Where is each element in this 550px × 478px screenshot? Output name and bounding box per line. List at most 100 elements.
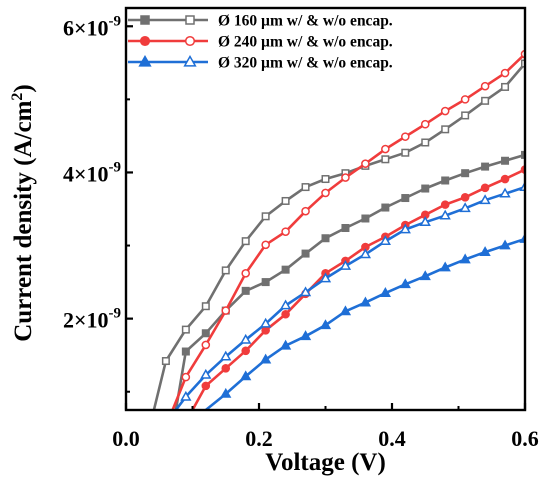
data-point: [500, 174, 510, 184]
data-point: [181, 347, 190, 356]
data-point: [301, 206, 310, 216]
series-3: [171, 49, 525, 410]
data-point: [261, 278, 270, 287]
data-point: [200, 368, 212, 379]
legend-item: Ø 240 µm w/ & w/o encap.: [128, 34, 393, 51]
data-point: [479, 194, 491, 205]
data-point: [440, 200, 450, 209]
data-point: [241, 286, 250, 295]
data-point: [240, 370, 252, 381]
data-point: [261, 240, 270, 250]
data-point: [221, 266, 230, 275]
x-tick-label: 0.6: [511, 426, 539, 451]
data-point: [279, 339, 292, 350]
data-point: [399, 223, 411, 234]
legend-marker-filled: [140, 15, 150, 25]
data-point: [321, 175, 330, 184]
data-point: [480, 183, 490, 193]
data-point: [359, 296, 372, 307]
data-point: [481, 162, 490, 171]
data-point: [459, 253, 471, 264]
data-point: [441, 125, 450, 134]
data-point: [499, 239, 511, 250]
data-point: [321, 188, 330, 198]
data-point: [341, 173, 350, 182]
data-point: [419, 216, 431, 227]
data-point: [460, 95, 470, 104]
data-point: [221, 364, 231, 373]
x-tick-label: 0.0: [112, 426, 140, 451]
legend-marker-filled: [138, 54, 152, 67]
data-point: [279, 299, 292, 310]
data-point: [401, 132, 410, 141]
data-point: [261, 212, 270, 221]
y-tick-label: 6×10-9: [63, 13, 121, 40]
data-point: [401, 148, 410, 157]
data-point: [361, 159, 370, 168]
data-point: [339, 260, 352, 270]
series-line: [204, 237, 525, 410]
legend-marker-filled: [139, 35, 151, 47]
data-point: [301, 183, 310, 192]
data-point: [419, 270, 431, 281]
data-point: [281, 309, 290, 319]
data-point: [421, 184, 430, 193]
data-point: [181, 325, 190, 334]
data-point: [261, 326, 270, 335]
data-point: [481, 96, 490, 105]
legend-item: Ø 160 µm w/ & w/o encap.: [128, 13, 393, 30]
data-point: [301, 249, 310, 258]
y-tick-label: 2×10-9: [63, 306, 121, 333]
data-point: [241, 237, 250, 246]
data-point: [319, 319, 332, 330]
series-line: [152, 62, 525, 410]
y-tick-label: 4×10-9: [63, 159, 121, 186]
data-point: [460, 193, 470, 202]
data-point: [281, 265, 290, 274]
x-axis-title: Voltage (V): [265, 449, 386, 476]
data-point: [521, 59, 525, 68]
data-point: [299, 286, 312, 297]
x-tick-label: 0.2: [245, 426, 273, 451]
data-point: [459, 202, 471, 213]
data-point: [361, 214, 370, 223]
data-point: [500, 68, 510, 78]
x-tick-label: 0.4: [378, 426, 406, 451]
data-point: [379, 287, 391, 297]
data-point: [221, 306, 231, 315]
data-point: [201, 329, 210, 338]
legend: Ø 160 µm w/ & w/o encap. Ø 240 µm w/ & w/…: [128, 13, 393, 72]
legend-label: Ø 160 µm w/ & w/o encap.: [218, 13, 393, 30]
series-layer: [152, 49, 525, 410]
data-point: [299, 330, 312, 341]
data-point: [440, 106, 450, 116]
data-point: [381, 203, 390, 212]
data-point: [281, 227, 290, 236]
data-point: [420, 119, 430, 129]
data-point: [220, 387, 232, 398]
data-point: [441, 176, 450, 185]
data-point: [319, 272, 332, 283]
data-point: [399, 278, 411, 289]
data-point: [479, 246, 491, 257]
data-point: [341, 224, 350, 233]
data-point: [161, 357, 170, 366]
series-6: [204, 232, 525, 410]
axes-layer: 0.0 0.2 0.4 0.6 2×10-9 4×10-9 6×10-9 Voltage (V…: [9, 6, 539, 476]
data-point: [321, 234, 330, 243]
data-point: [421, 138, 430, 147]
legend-item: Ø 320 µm w/ & w/o encap.: [128, 55, 393, 72]
data-point: [439, 209, 451, 220]
series-line: [174, 185, 525, 410]
data-point: [480, 81, 490, 91]
data-point: [220, 350, 232, 361]
series-1: [152, 59, 525, 410]
data-point: [241, 269, 250, 278]
data-point: [381, 155, 390, 164]
data-point: [381, 144, 390, 154]
legend-marker-open: [185, 15, 195, 25]
data-point: [241, 346, 250, 356]
data-point: [521, 150, 525, 159]
data-point: [501, 156, 510, 165]
legend-marker-open: [183, 54, 197, 67]
